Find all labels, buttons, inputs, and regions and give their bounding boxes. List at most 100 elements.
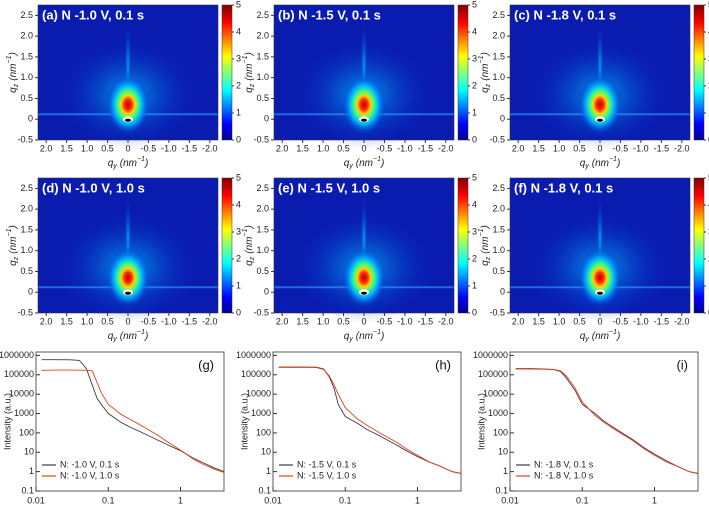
- colorbar-tick-label: 0: [472, 307, 477, 317]
- y-tick-label: 1: [503, 466, 508, 476]
- series-line: [515, 368, 699, 474]
- y-tick-label: 1.5: [256, 224, 269, 234]
- x-tick-label: 0.01: [27, 495, 45, 505]
- label-part: q: [108, 331, 114, 342]
- y-tick-label: 1.0: [256, 72, 269, 82]
- beamstop-core: [597, 291, 603, 295]
- label-part: z: [249, 83, 256, 88]
- label-part: y: [348, 163, 353, 170]
- label-part: (nm: [480, 237, 491, 254]
- x-tick-label: 2.0: [40, 143, 53, 153]
- y-tick-label: 100000: [4, 369, 34, 379]
- y-tick-label: -0.5: [17, 307, 33, 317]
- colorbar-tick-label: 3: [472, 226, 477, 236]
- x-tick-label: 0: [597, 143, 602, 153]
- y-tick-label: 0.5: [492, 93, 505, 103]
- x-tick-label: 0.1: [102, 495, 115, 505]
- colorbar-tick-label: 1: [472, 107, 477, 117]
- x-tick-label: 1: [652, 495, 657, 505]
- label-part: ): [144, 158, 148, 169]
- colorbar-tick-label: 0: [472, 134, 477, 144]
- label-part: ): [244, 52, 255, 56]
- x-tick-label: 0.5: [337, 316, 350, 326]
- x-tick-label: 0: [125, 143, 130, 153]
- legend-label: N: -1.5 V, 0.1 s: [297, 459, 357, 469]
- y-tick-label: -0.5: [489, 134, 505, 144]
- colorbar-tick-label: 5: [472, 172, 477, 182]
- label-part: y: [112, 163, 117, 170]
- axis-label: qy (nm−1): [344, 156, 385, 170]
- x-tick-label: 2.0: [276, 143, 289, 153]
- label-part: ): [8, 225, 19, 229]
- y-tick-label: 0.1: [258, 485, 271, 495]
- x-tick-label: -1.0: [633, 143, 649, 153]
- y-tick-label: 100000: [241, 369, 271, 379]
- x-tick-label: -2.0: [674, 143, 690, 153]
- x-tick-label: 0.5: [573, 316, 586, 326]
- panel-title: (c) N -1.8 V, 0.1 s: [514, 7, 616, 22]
- y-tick-label: 1.5: [492, 224, 505, 234]
- label-part: (nm: [592, 158, 609, 169]
- label-part: −1: [373, 329, 381, 336]
- peak: [106, 74, 150, 135]
- x-tick-label: 0: [361, 316, 366, 326]
- x-tick-label: 0.5: [337, 143, 350, 153]
- x-tick-label: 0.5: [101, 316, 114, 326]
- y-tick-label: -0.5: [253, 307, 269, 317]
- colorbar-tick-label: 1: [236, 280, 241, 290]
- colorbar-tick-label: 3: [472, 53, 477, 63]
- x-tick-label: -1.0: [397, 143, 413, 153]
- x-tick-label: -1.5: [418, 316, 434, 326]
- label-part: y: [348, 336, 353, 343]
- x-tick-label: -2.0: [674, 316, 690, 326]
- axis-label: qy (nm−1): [344, 329, 385, 343]
- x-tick-label: -1.5: [182, 316, 198, 326]
- x-tick-label: -1.5: [654, 316, 670, 326]
- y-tick-label: 1000000: [0, 350, 34, 360]
- x-tick-label: 1.0: [317, 143, 330, 153]
- y-tick-label: 0.5: [20, 93, 33, 103]
- x-tick-label: -1.5: [654, 143, 670, 153]
- beamstop-core: [597, 118, 603, 122]
- label-part: z: [13, 83, 20, 88]
- colorbar-tick-label: 4: [236, 26, 241, 36]
- y-tick-label: 1.0: [256, 245, 269, 255]
- colorbar-tick-label: 5: [472, 0, 477, 9]
- y-tick-label: 0: [500, 114, 505, 124]
- axis-label: Intensity (a.u.): [2, 393, 12, 450]
- y-tick-label: 100: [19, 427, 34, 437]
- label-part: ): [616, 331, 620, 342]
- y-tick-label: 0: [264, 114, 269, 124]
- label-part: q: [8, 87, 19, 93]
- plot-area: [35, 351, 225, 492]
- label-part: q: [344, 158, 350, 169]
- axis-label: Intensity (a.u.): [476, 393, 486, 450]
- axis-label: qz (nm−1): [478, 225, 492, 266]
- colorbar-tick-label: 2: [472, 253, 477, 263]
- panel-title: (a) N -1.0 V, 0.1 s: [42, 7, 144, 22]
- y-tick-label: 10000: [246, 389, 271, 399]
- colorbar-tick-label: 2: [236, 253, 241, 263]
- y-tick-label: 1.5: [20, 51, 33, 61]
- beamstop-core: [125, 118, 131, 122]
- x-tick-label: -0.5: [377, 143, 393, 153]
- plot-area: [272, 351, 462, 492]
- y-tick-label: 2.5: [20, 183, 33, 193]
- label-part: q: [108, 158, 114, 169]
- y-tick-label: 2.5: [492, 183, 505, 193]
- x-tick-label: -2.0: [438, 316, 454, 326]
- colorbar-tick-label: 4: [472, 26, 477, 36]
- x-tick-label: 0: [125, 316, 130, 326]
- y-tick-label: 2.0: [256, 204, 269, 214]
- label-part: y: [584, 336, 589, 343]
- label-part: q: [244, 260, 255, 266]
- legend-label: N: -1.0 V, 0.1 s: [60, 459, 120, 469]
- colorbar-tick-label: 3: [236, 53, 241, 63]
- colorbar-tick-label: 0: [236, 134, 241, 144]
- x-tick-label: -0.5: [613, 143, 629, 153]
- x-tick-label: 1.5: [296, 316, 309, 326]
- colorbar: [457, 177, 469, 314]
- y-tick-label: -0.5: [17, 134, 33, 144]
- axis-label: qy (nm−1): [580, 156, 621, 170]
